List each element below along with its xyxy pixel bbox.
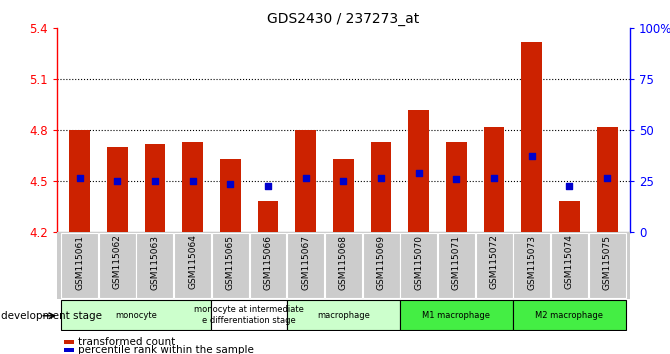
Bar (513, 233, 550, 298)
Bar (446, 142, 467, 232)
Bar (212, 300, 287, 330)
Text: development stage: development stage (1, 311, 103, 321)
Bar (597, 127, 618, 232)
Text: monocyte at intermediate
e differentiation stage: monocyte at intermediate e differentiati… (194, 306, 304, 325)
Bar (61, 233, 98, 298)
Text: GSM115061: GSM115061 (75, 235, 84, 290)
Text: GSM115064: GSM115064 (188, 235, 197, 290)
Text: GSM115065: GSM115065 (226, 235, 234, 290)
Bar (69, 130, 90, 232)
Bar (61, 300, 212, 330)
Bar (409, 110, 429, 232)
Text: monocyte: monocyte (115, 310, 157, 320)
Bar (362, 233, 399, 298)
Text: GSM115072: GSM115072 (490, 235, 498, 290)
Text: GSM115067: GSM115067 (302, 235, 310, 290)
Text: GSM115066: GSM115066 (263, 235, 273, 290)
Bar (295, 130, 316, 232)
Point (225, 182, 236, 187)
Bar (287, 300, 400, 330)
Bar (287, 233, 324, 298)
Bar (551, 233, 588, 298)
Text: GSM115073: GSM115073 (527, 235, 536, 290)
Text: GSM115074: GSM115074 (565, 235, 574, 290)
Text: GSM115070: GSM115070 (414, 235, 423, 290)
Text: GSM115075: GSM115075 (603, 235, 612, 290)
Point (602, 175, 612, 181)
Bar (438, 233, 475, 298)
Bar (107, 147, 127, 232)
Bar (559, 201, 580, 232)
Bar (400, 233, 438, 298)
Bar (325, 233, 362, 298)
Bar (258, 201, 278, 232)
Point (263, 183, 273, 189)
Bar (64, 340, 74, 344)
Text: macrophage: macrophage (317, 310, 370, 320)
Bar (333, 159, 354, 232)
Title: GDS2430 / 237273_at: GDS2430 / 237273_at (267, 12, 419, 26)
Text: M2 macrophage: M2 macrophage (535, 310, 604, 320)
Bar (212, 233, 249, 298)
Bar (220, 159, 241, 232)
Bar (484, 127, 505, 232)
Text: transformed count: transformed count (78, 337, 176, 347)
Text: percentile rank within the sample: percentile rank within the sample (78, 345, 255, 354)
Point (149, 178, 160, 184)
Text: GSM115063: GSM115063 (151, 235, 159, 290)
Point (74, 175, 85, 181)
Bar (400, 300, 513, 330)
Point (488, 175, 499, 181)
Point (300, 175, 311, 181)
Point (451, 176, 462, 182)
Point (338, 178, 348, 184)
Text: GSM115068: GSM115068 (339, 235, 348, 290)
Bar (513, 300, 626, 330)
Bar (174, 233, 211, 298)
Bar (182, 142, 203, 232)
Bar (145, 144, 165, 232)
Bar (371, 142, 391, 232)
Point (413, 170, 424, 175)
Point (376, 175, 387, 181)
Bar (589, 233, 626, 298)
Point (527, 153, 537, 158)
Text: M1 macrophage: M1 macrophage (423, 310, 490, 320)
Bar (137, 233, 174, 298)
Bar (98, 233, 136, 298)
Point (564, 183, 575, 189)
Point (187, 178, 198, 184)
Text: GSM115062: GSM115062 (113, 235, 122, 290)
Bar (521, 42, 542, 232)
Point (112, 178, 123, 184)
Bar (64, 348, 74, 352)
Bar (476, 233, 513, 298)
Text: GSM115069: GSM115069 (377, 235, 385, 290)
Bar (249, 233, 287, 298)
Text: GSM115071: GSM115071 (452, 235, 461, 290)
